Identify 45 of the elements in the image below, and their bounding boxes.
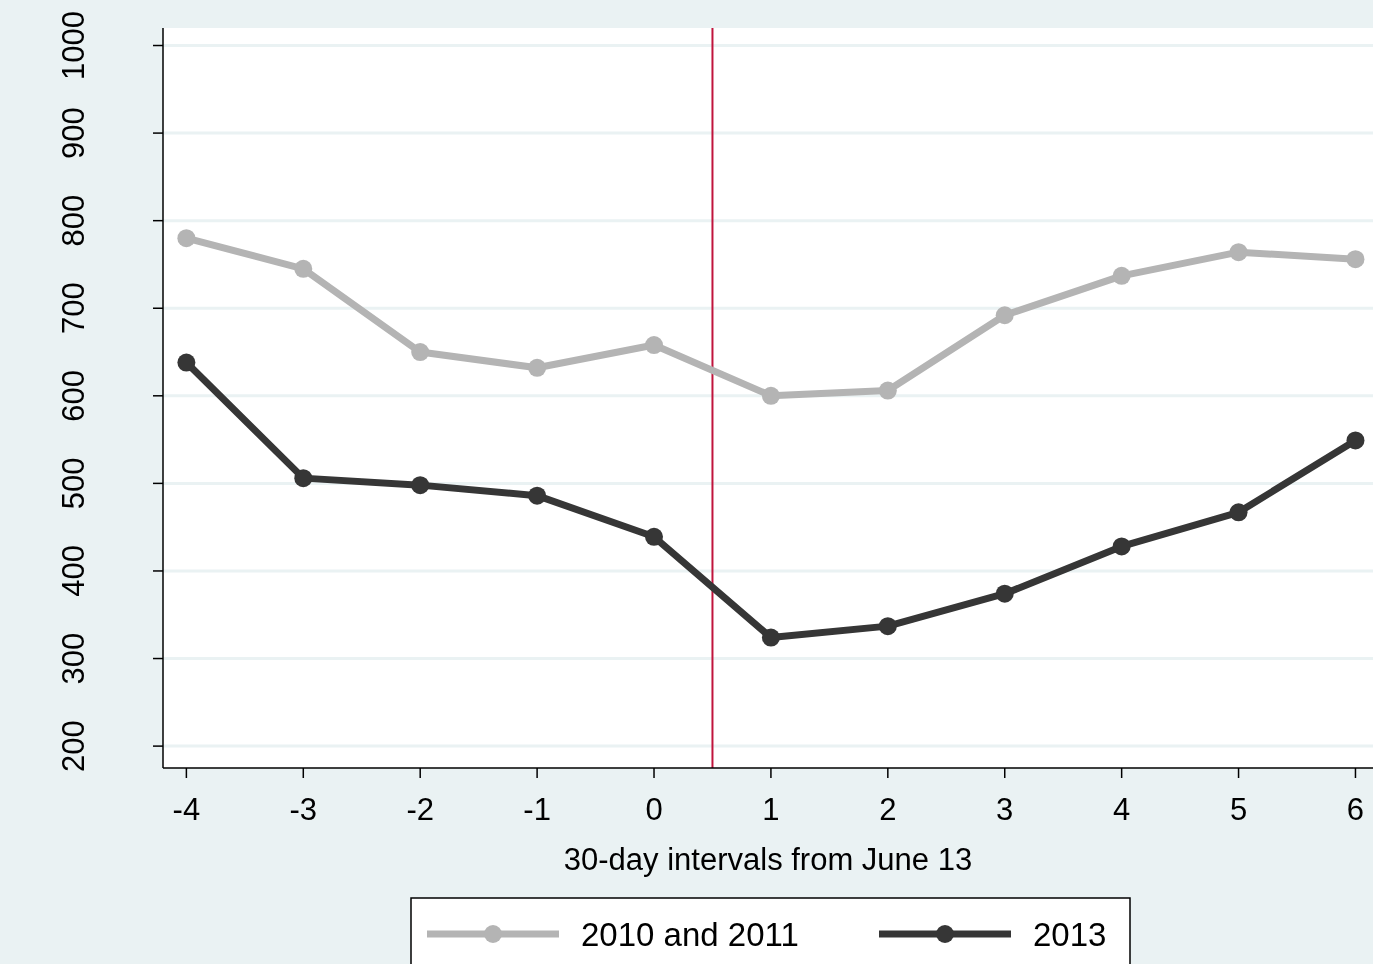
point bbox=[1346, 250, 1365, 269]
point bbox=[1112, 266, 1131, 285]
x-tick-label: 0 bbox=[645, 792, 663, 827]
legend-label: 2013 bbox=[1033, 916, 1107, 953]
x-tick-label: 3 bbox=[996, 792, 1014, 827]
y-tick-label: 1000 bbox=[55, 11, 91, 80]
x-tick-label: 5 bbox=[1229, 792, 1248, 827]
y-tick-label: 800 bbox=[55, 194, 91, 247]
point bbox=[761, 386, 780, 405]
x-tick-label: -1 bbox=[523, 792, 551, 827]
point bbox=[1229, 503, 1248, 522]
x-tick-label: -4 bbox=[172, 792, 201, 827]
point bbox=[528, 486, 547, 505]
point bbox=[878, 617, 897, 636]
y-tick-label: 300 bbox=[55, 632, 91, 685]
y-tick-label: 600 bbox=[55, 369, 91, 422]
y-tick-label: 500 bbox=[55, 457, 91, 510]
point bbox=[294, 469, 313, 488]
point bbox=[1112, 537, 1131, 556]
x-tick-label: -3 bbox=[289, 792, 318, 827]
point bbox=[645, 527, 664, 546]
point bbox=[411, 476, 430, 495]
point bbox=[645, 336, 664, 355]
x-tick-label: 1 bbox=[762, 792, 780, 827]
point bbox=[1229, 243, 1248, 262]
y-tick-label: 700 bbox=[55, 282, 91, 335]
point bbox=[1346, 431, 1365, 450]
y-tick-label: 900 bbox=[55, 107, 91, 159]
point bbox=[294, 259, 313, 278]
x-tick-label: -2 bbox=[406, 792, 434, 827]
y-tick-label: 400 bbox=[55, 545, 91, 597]
point bbox=[177, 353, 196, 372]
x-tick-label: 2 bbox=[879, 792, 897, 827]
x-tick-label: 6 bbox=[1346, 792, 1365, 827]
point bbox=[761, 628, 780, 647]
point bbox=[528, 358, 547, 377]
x-tick-label: 4 bbox=[1113, 792, 1131, 827]
x-axis-title: 30-day intervals from June 13 bbox=[563, 842, 973, 877]
y-tick-label: 200 bbox=[55, 720, 91, 772]
legend-label: 2010 and 2011 bbox=[581, 916, 799, 953]
point bbox=[995, 584, 1014, 603]
point bbox=[411, 343, 430, 362]
point bbox=[878, 381, 897, 400]
point bbox=[995, 306, 1014, 325]
point bbox=[177, 229, 196, 248]
